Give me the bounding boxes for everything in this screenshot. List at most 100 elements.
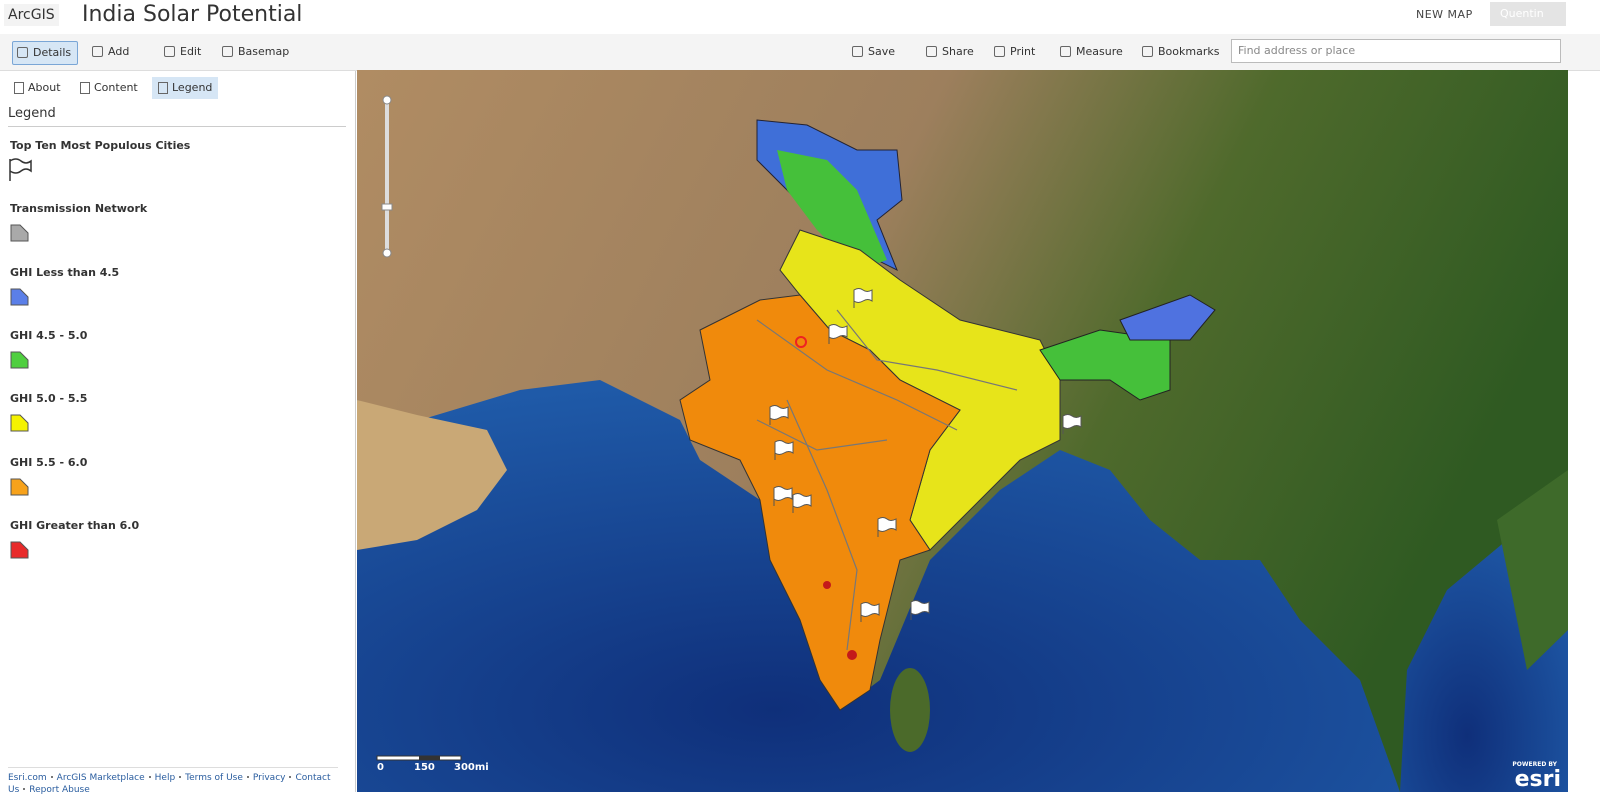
toolbar: Find address or place Details Add Edit Basem… [0, 34, 1600, 71]
legend-layer-name: Top Ten Most Populous Cities [10, 139, 191, 152]
scale-label: 150 [414, 762, 435, 773]
zoom-handle[interactable] [381, 203, 393, 211]
legend-symbol [9, 158, 32, 181]
ghi-region-orange [679, 294, 961, 711]
swatch [10, 288, 29, 306]
ghi-region-green-ne [1039, 329, 1171, 401]
scale-labels: 0 150 300mi [377, 762, 489, 773]
icon [164, 46, 175, 57]
ghi-region-red [823, 581, 857, 660]
icon [926, 46, 937, 57]
separator [246, 776, 249, 778]
ghi-region-blue-ne [1119, 294, 1216, 341]
legend-symbol [10, 224, 29, 242]
brand[interactable]: ArcGIS [4, 4, 59, 26]
user-menu[interactable]: Quentin [1490, 2, 1566, 26]
city-flag[interactable] [910, 600, 930, 621]
swatch [10, 224, 29, 242]
city-flag[interactable] [774, 440, 794, 461]
tool-button[interactable]: Print [990, 41, 1035, 63]
flag-symbol [9, 158, 32, 181]
tool-button[interactable]: Details [12, 41, 79, 65]
footer-link[interactable]: ArcGIS Marketplace [56, 773, 145, 783]
legend-symbol [10, 478, 29, 495]
separator [50, 776, 53, 778]
scale-bar-seg [419, 756, 440, 760]
transmission-lines [756, 309, 1018, 651]
icon [1142, 46, 1153, 57]
city-flag[interactable] [860, 602, 880, 623]
separator [23, 788, 26, 790]
separator [179, 776, 182, 778]
swatch [10, 541, 29, 559]
legend-symbol [10, 414, 29, 432]
city-flag[interactable] [792, 493, 812, 514]
ghi-region-green [777, 150, 887, 270]
city-flag[interactable] [853, 288, 873, 309]
city-flag[interactable] [1062, 414, 1082, 435]
tool-button[interactable]: Save [848, 41, 895, 63]
icon [222, 46, 233, 57]
icon [80, 82, 90, 94]
footer-link[interactable]: Esri.com [8, 773, 47, 783]
legend-symbol [10, 541, 29, 559]
legend-layer-name: GHI 5.5 - 6.0 [10, 455, 88, 469]
tool-button[interactable]: Basemap [218, 41, 289, 63]
city-flag[interactable] [828, 324, 848, 345]
arabia [357, 400, 507, 550]
separator [289, 776, 292, 778]
new-map[interactable]: NEW MAP [1416, 8, 1473, 21]
tool-button[interactable]: Edit [160, 41, 201, 63]
legend-layer-name: Transmission Network [10, 202, 148, 216]
powered-by: POWERED BY [1512, 761, 1557, 768]
side-panel: Legend Esri.com ArcGIS Marketplace Help Ter… [0, 71, 356, 795]
footer-link[interactable]: Contact Us [8, 773, 331, 795]
footer-link[interactable]: Report Abuse [29, 785, 90, 795]
footer-link[interactable]: Help [154, 773, 176, 783]
icon [158, 82, 168, 94]
legend-heading: Legend [8, 106, 56, 121]
tool-button[interactable]: Add [88, 41, 129, 63]
zoom-out[interactable] [382, 248, 392, 258]
ocean [357, 380, 1400, 792]
icon [17, 47, 28, 58]
icon [14, 82, 24, 94]
city-flag[interactable] [769, 405, 789, 426]
legend-layer-name: GHI Greater than 6.0 [10, 518, 140, 532]
swatch [10, 351, 29, 369]
icon [852, 46, 863, 57]
panel-tab[interactable]: Legend [152, 77, 219, 99]
search-box[interactable]: Find address or place [1231, 39, 1561, 63]
city-flag[interactable] [773, 486, 793, 507]
header: ArcGIS India Solar Potential NEW MAP Que… [0, 0, 1600, 34]
legend-symbol [10, 351, 29, 369]
legend-layer-name: GHI 4.5 - 5.0 [10, 328, 88, 342]
swatch [10, 478, 29, 495]
footer-link[interactable]: Terms of Use [185, 773, 243, 783]
legend-layer-name: GHI 5.0 - 5.5 [10, 392, 88, 406]
swatch [10, 414, 29, 432]
zoom-in[interactable] [382, 95, 392, 105]
footer: Esri.com ArcGIS Marketplace Help Terms of U… [8, 767, 338, 796]
city-flag[interactable] [877, 517, 897, 538]
sri-lanka [890, 668, 930, 752]
icon [92, 46, 103, 57]
legend-layer-name: GHI Less than 4.5 [10, 265, 120, 279]
land-east [1497, 470, 1568, 670]
separator [148, 776, 151, 778]
location-marker [795, 336, 807, 348]
scale-label: 0 [377, 762, 384, 773]
tool-button[interactable]: Measure [1056, 41, 1123, 63]
scale-label: 300mi [454, 762, 489, 773]
city-flags [769, 288, 1082, 623]
footer-link[interactable]: Privacy [252, 773, 286, 783]
panel-tab[interactable]: About [8, 77, 67, 99]
panel-tab[interactable]: Content [74, 77, 144, 99]
legend-symbol [10, 288, 29, 306]
rule [8, 126, 346, 127]
tool-button[interactable]: Bookmarks [1138, 41, 1219, 63]
map-title: India Solar Potential [82, 2, 303, 27]
tool-button[interactable]: Share [922, 41, 974, 63]
